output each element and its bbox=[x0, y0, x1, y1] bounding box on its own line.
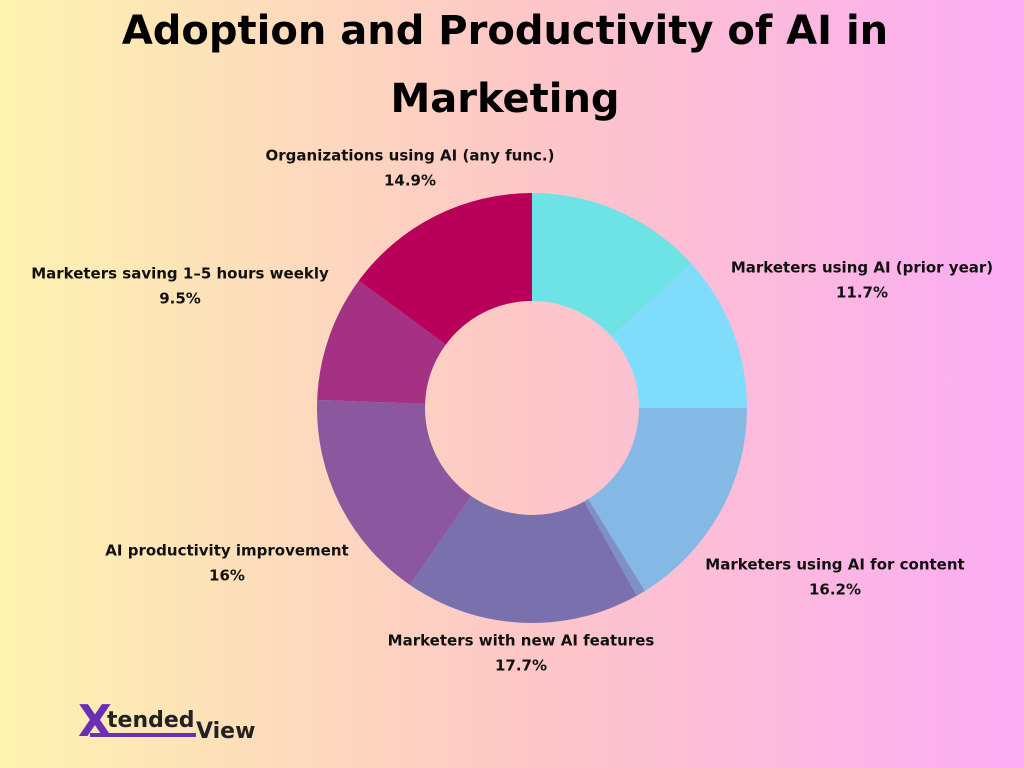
segment-label: AI productivity improvement bbox=[105, 542, 348, 560]
value-label: 11.7% bbox=[836, 284, 888, 302]
logo-text: View bbox=[196, 719, 255, 744]
donut-segment bbox=[317, 280, 446, 404]
segment-label: Marketers using AI (prior year) bbox=[731, 259, 993, 277]
segment-label: Organizations using AI (any func.) bbox=[266, 147, 555, 165]
value-label: 9.5% bbox=[159, 290, 201, 308]
value-label: 16.2% bbox=[809, 581, 861, 599]
donut-segment bbox=[584, 499, 645, 596]
donut-segment bbox=[611, 263, 747, 408]
donut-segment bbox=[317, 399, 472, 586]
donut-segment bbox=[358, 193, 532, 345]
chart-title: Adoption and Productivity of AI in Market… bbox=[122, 8, 888, 122]
value-label: 17.7% bbox=[495, 657, 547, 675]
donut-segment bbox=[532, 193, 692, 337]
logo-text: tended bbox=[107, 708, 195, 733]
segment-label: Marketers using AI for content bbox=[705, 556, 964, 574]
donut-segment bbox=[410, 496, 637, 623]
logo-mark: X bbox=[78, 696, 112, 747]
donut-segment bbox=[588, 408, 747, 591]
logo: X tended View bbox=[78, 696, 255, 747]
segment-label: Marketers saving 1–5 hours weekly bbox=[31, 265, 329, 283]
value-label: 14.9% bbox=[384, 172, 436, 190]
value-label: 16% bbox=[209, 567, 245, 585]
segment-label: Marketers with new AI features bbox=[388, 632, 655, 650]
